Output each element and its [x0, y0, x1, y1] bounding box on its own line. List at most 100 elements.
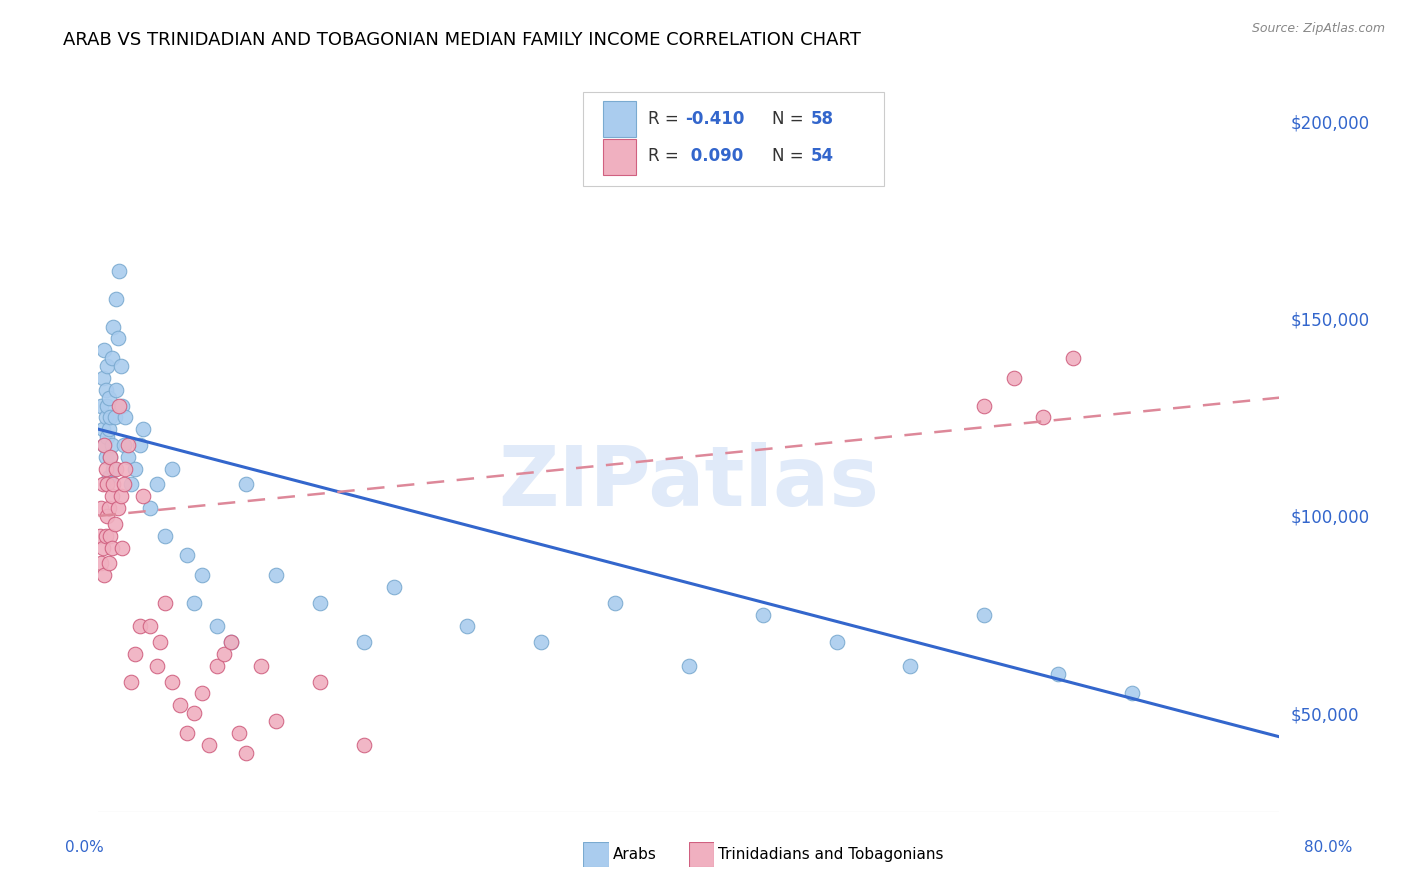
Point — [309, 596, 332, 610]
Point — [139, 501, 162, 516]
Point — [183, 596, 205, 610]
Point — [132, 489, 155, 503]
Text: ARAB VS TRINIDADIAN AND TOBAGONIAN MEDIAN FAMILY INCOME CORRELATION CHART: ARAB VS TRINIDADIAN AND TOBAGONIAN MEDIA… — [63, 31, 860, 49]
Point — [93, 568, 115, 582]
Text: N =: N = — [772, 110, 808, 128]
Point — [146, 658, 169, 673]
Point — [457, 619, 479, 633]
Point — [98, 529, 121, 543]
Text: Trinidadians and Tobagonians: Trinidadians and Tobagonians — [718, 847, 943, 862]
Point — [221, 635, 243, 649]
Point — [91, 371, 114, 385]
Point — [120, 477, 142, 491]
Point — [93, 438, 115, 452]
Point — [132, 422, 155, 436]
Point — [107, 331, 129, 345]
Point — [149, 635, 172, 649]
Point — [114, 461, 136, 475]
Text: 80.0%: 80.0% — [1305, 840, 1353, 855]
Point — [103, 319, 125, 334]
Point — [94, 461, 117, 475]
Point — [117, 438, 139, 452]
Point — [96, 508, 118, 523]
Point — [353, 738, 375, 752]
Point — [94, 410, 117, 425]
Point — [530, 635, 553, 649]
Point — [91, 422, 114, 436]
Point — [97, 422, 120, 436]
Point — [353, 635, 375, 649]
Point — [139, 619, 162, 633]
Text: ZIPatlas: ZIPatlas — [499, 442, 879, 523]
Point — [382, 580, 405, 594]
Point — [108, 264, 131, 278]
Point — [103, 477, 125, 491]
Point — [117, 450, 139, 464]
Point — [128, 438, 150, 452]
Point — [100, 438, 122, 452]
Point — [1002, 371, 1025, 385]
Point — [105, 461, 128, 475]
Point — [100, 351, 122, 366]
Point — [973, 399, 995, 413]
Point — [973, 607, 995, 622]
Point — [93, 343, 115, 358]
Point — [1121, 686, 1143, 700]
Point — [105, 292, 128, 306]
Point — [752, 607, 775, 622]
Text: R =: R = — [648, 110, 683, 128]
Point — [98, 450, 121, 464]
Point — [96, 359, 118, 373]
Point — [93, 438, 115, 452]
Point — [94, 450, 117, 464]
Point — [98, 410, 121, 425]
Point — [91, 477, 114, 491]
Point — [112, 438, 135, 452]
Point — [128, 619, 150, 633]
Point — [212, 647, 235, 661]
Point — [111, 541, 134, 555]
Point — [96, 399, 118, 413]
Point — [235, 746, 257, 760]
Point — [110, 489, 132, 503]
Text: 0.090: 0.090 — [685, 147, 744, 165]
Point — [107, 501, 129, 516]
Point — [91, 541, 114, 555]
Text: Source: ZipAtlas.com: Source: ZipAtlas.com — [1251, 22, 1385, 36]
Point — [162, 461, 183, 475]
Text: 54: 54 — [811, 147, 834, 165]
Point — [94, 383, 117, 397]
Point — [250, 658, 273, 673]
Text: Arabs: Arabs — [613, 847, 657, 862]
Point — [678, 658, 700, 673]
Point — [98, 450, 121, 464]
Text: N =: N = — [772, 147, 808, 165]
Point — [228, 726, 250, 740]
Point — [90, 399, 112, 413]
Point — [1062, 351, 1084, 366]
Point — [90, 556, 112, 570]
Point — [176, 726, 198, 740]
Point — [146, 477, 169, 491]
Point — [100, 541, 122, 555]
Point — [97, 469, 120, 483]
Text: R =: R = — [648, 147, 683, 165]
Point — [97, 556, 120, 570]
Point — [89, 529, 111, 543]
Point — [103, 461, 125, 475]
Point — [205, 658, 228, 673]
Point — [94, 529, 117, 543]
Point — [100, 489, 122, 503]
Point — [110, 359, 132, 373]
Point — [1046, 666, 1070, 681]
Point — [191, 568, 214, 582]
Text: -0.410: -0.410 — [685, 110, 745, 128]
Point — [124, 461, 146, 475]
Point — [111, 399, 134, 413]
Point — [264, 568, 287, 582]
Point — [162, 674, 183, 689]
Point — [153, 596, 176, 610]
Point — [90, 501, 112, 516]
Text: 0.0%: 0.0% — [65, 840, 104, 855]
Point — [105, 383, 128, 397]
